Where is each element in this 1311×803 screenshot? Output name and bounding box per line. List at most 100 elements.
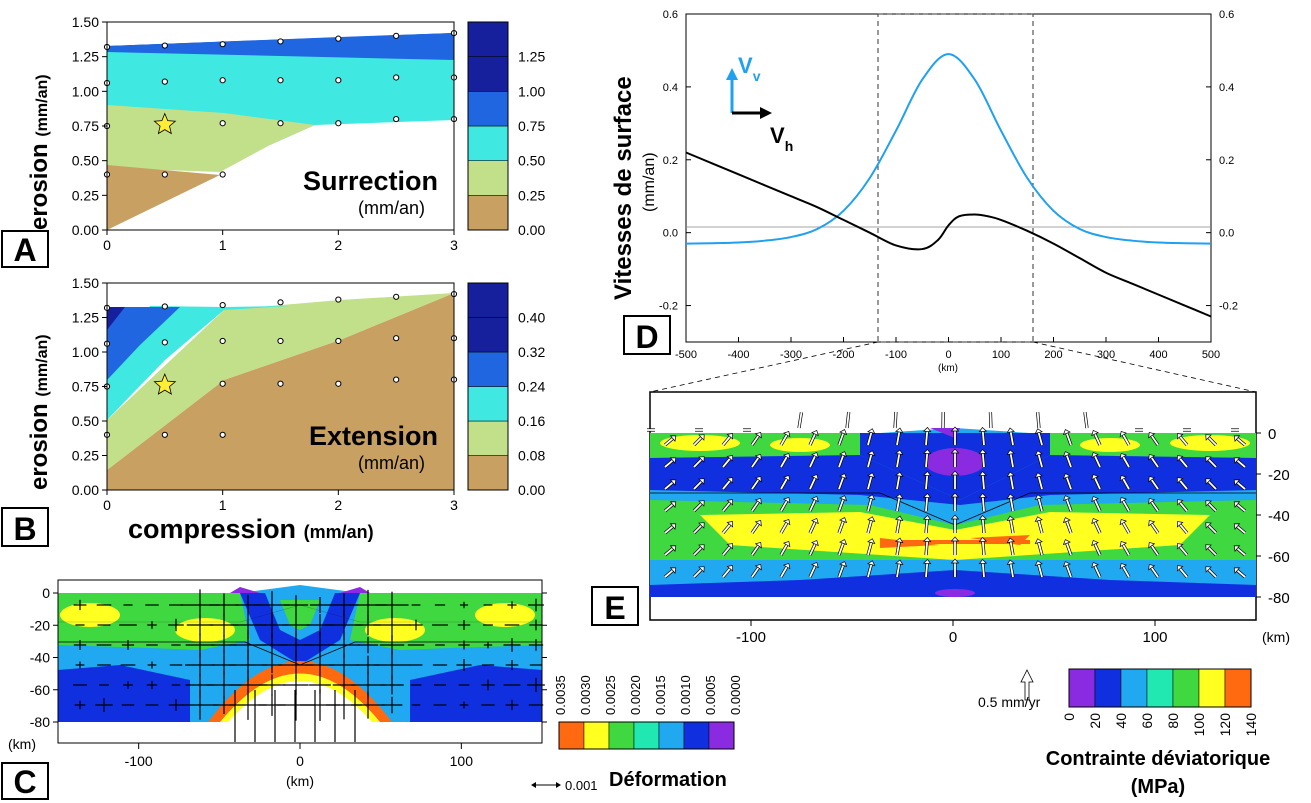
colorbar-swatch [633,721,660,750]
velocity-arrow [1122,434,1130,446]
panel-e-scale-arrow: 0.5 mm/yr [978,694,1041,710]
data-point [277,337,284,345]
star-marker [153,112,177,135]
velocity-arrow-head [782,496,791,504]
velocity-arrow [1236,437,1246,446]
velocity-arrow-head [1119,474,1128,482]
panel-c-legend-title: Déformation [609,769,727,791]
x-tick-label: 3 [450,497,458,513]
velocity-arrow [1094,477,1101,490]
velocity-arrow [751,523,760,534]
data-point [219,41,226,48]
panel-d [649,13,1257,393]
velocity-arrow [1065,454,1072,468]
velocity-arrow-head [1006,449,1015,456]
velocity-arrow-head [726,477,734,484]
velocity-arrow [1009,431,1014,446]
x-tick-label: 500 [1202,349,1220,361]
x-tick-label: 200 [1044,349,1062,361]
velocity-arrow [1179,546,1188,556]
velocity-arrow-head [1205,544,1212,551]
velocity-arrow [1150,457,1159,468]
velocity-arrow [925,563,929,578]
velocity-arrow-head [922,558,932,565]
velocity-arrow [664,437,674,446]
velocity-arrow [981,475,985,490]
colorbar-swatch [467,455,509,491]
velocity-arrow [1236,459,1246,468]
panel-a-unit: (mm/an) [358,198,425,218]
velocity-arrow-head [754,564,762,571]
velocity-arrow [1179,502,1188,512]
velocity-arrow [722,458,731,468]
data-point [161,42,168,49]
velocity-arrow-head [811,517,819,525]
velocity-arrow [780,478,788,490]
velocity-arrow-head [754,432,762,439]
colorbar-tick-label: 0.0020 [628,675,643,715]
velocity-arrow-head [950,492,960,498]
data-point [219,337,226,345]
velocity-arrow-head [754,542,762,549]
velocity-arrow [838,520,845,534]
velocity-arrow [1094,543,1101,556]
velocity-arrow [798,412,803,429]
velocity-arrow-head [698,566,705,573]
velocity-arrow-head [1034,472,1043,479]
y-tick-label: -0.2 [659,301,678,313]
x-tick-label: 3 [450,237,458,253]
y-tick-label: 0.50 [72,413,99,429]
velocity-arrow [981,497,985,512]
velocity-arrow-head [895,559,904,566]
velocity-arrow [693,568,703,578]
y-tick-label: 1.00 [72,344,99,360]
colorbar-tick-label: 0.40 [518,310,545,326]
velocity-arrow-head [1062,451,1071,458]
velocity-arrow-head [950,426,960,432]
velocity-arrow [809,499,816,512]
velocity-arrow-head [811,539,819,547]
velocity-arrow-head [1006,427,1015,434]
velocity-arrow [780,544,788,556]
y-tick-label: 0 [1268,426,1276,443]
velocity-arrow [846,411,850,429]
panel-a-band-1 [107,165,220,230]
velocity-arrow [1065,498,1072,512]
velocity-arrow-head [1062,473,1071,480]
velocity-arrow-head [1176,499,1184,506]
velocity-arrow [867,498,873,512]
colorbar-frame [558,721,735,750]
velocity-arrow-head [754,454,762,461]
velocity-arrow-head [698,544,705,551]
x-tick-label: -100 [736,629,766,646]
velocity-arrow-head [669,567,677,574]
velocity-arrow-head [1148,498,1156,505]
colorbar-tick-label: 0.0010 [678,675,693,715]
x-tick-label: 400 [1149,349,1167,361]
panel-c [57,579,545,744]
y-tick-label: -40 [30,650,50,666]
data-point [393,32,400,39]
velocity-arrow [1122,478,1130,490]
velocity-arrow [780,566,788,578]
star-marker [153,373,177,395]
y-tick-label-right: 0.6 [1219,9,1234,21]
velocity-arrow-head [1006,471,1015,478]
velocity-arrow [722,502,731,512]
velocity-arrow [1179,458,1188,468]
colorbar-swatch [1198,668,1226,708]
panel-b-unit: (mm/an) [358,453,425,473]
colorbar-swatch [467,56,509,92]
velocity-arrow-head [1148,564,1156,571]
velocity-arrow [981,431,985,446]
velocity-arrow [867,454,873,468]
velocity-arrow-head [867,560,876,567]
velocity-arrow-head [726,433,734,440]
velocity-arrow [809,521,816,534]
data-point [277,380,284,387]
velocity-arrow [1037,432,1043,446]
velocity-arrow-head [1091,473,1099,481]
velocity-arrow-head [1205,500,1212,507]
velocity-arrow [896,453,901,468]
velocity-arrow [809,433,816,446]
